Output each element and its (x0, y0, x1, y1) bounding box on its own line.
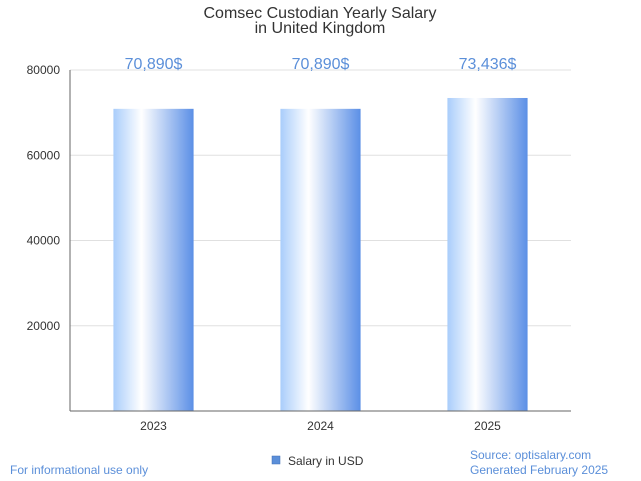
generated-note: Generated February 2025 (470, 463, 608, 477)
data-label-2023: 70,890$ (125, 56, 183, 73)
x-tick-label-2025: 2025 (474, 419, 501, 433)
data-label-2025: 73,436$ (459, 56, 517, 73)
legend: Salary in USD (271, 454, 364, 468)
y-axis-ticks: 20000 40000 60000 80000 (27, 63, 61, 333)
x-tick-label-2024: 2024 (307, 419, 334, 433)
y-tick-label: 60000 (27, 148, 61, 162)
y-tick-label: 20000 (27, 319, 61, 333)
bar-2024 (280, 108, 361, 412)
legend-marker (271, 455, 281, 465)
bar-2023 (113, 108, 194, 412)
x-tick-label-2023: 2023 (140, 419, 167, 433)
y-tick-label: 80000 (27, 63, 61, 77)
chart-title-line-1: Comsec Custodian Yearly Salary (203, 5, 436, 22)
data-label-2024: 70,890$ (292, 56, 350, 73)
legend-label: Salary in USD (288, 454, 364, 468)
source-note: Source: optisalary.com (470, 448, 591, 462)
bars (113, 97, 528, 412)
data-labels: 70,890$ 70,890$ 73,436$ (125, 56, 517, 73)
y-tick-label: 40000 (27, 234, 61, 248)
chart-title-line-2: in United Kingdom (255, 20, 386, 37)
informational-note: For informational use only (10, 463, 148, 477)
bar-2025 (447, 97, 528, 411)
x-axis-ticks: 2023 2024 2025 (140, 419, 501, 433)
